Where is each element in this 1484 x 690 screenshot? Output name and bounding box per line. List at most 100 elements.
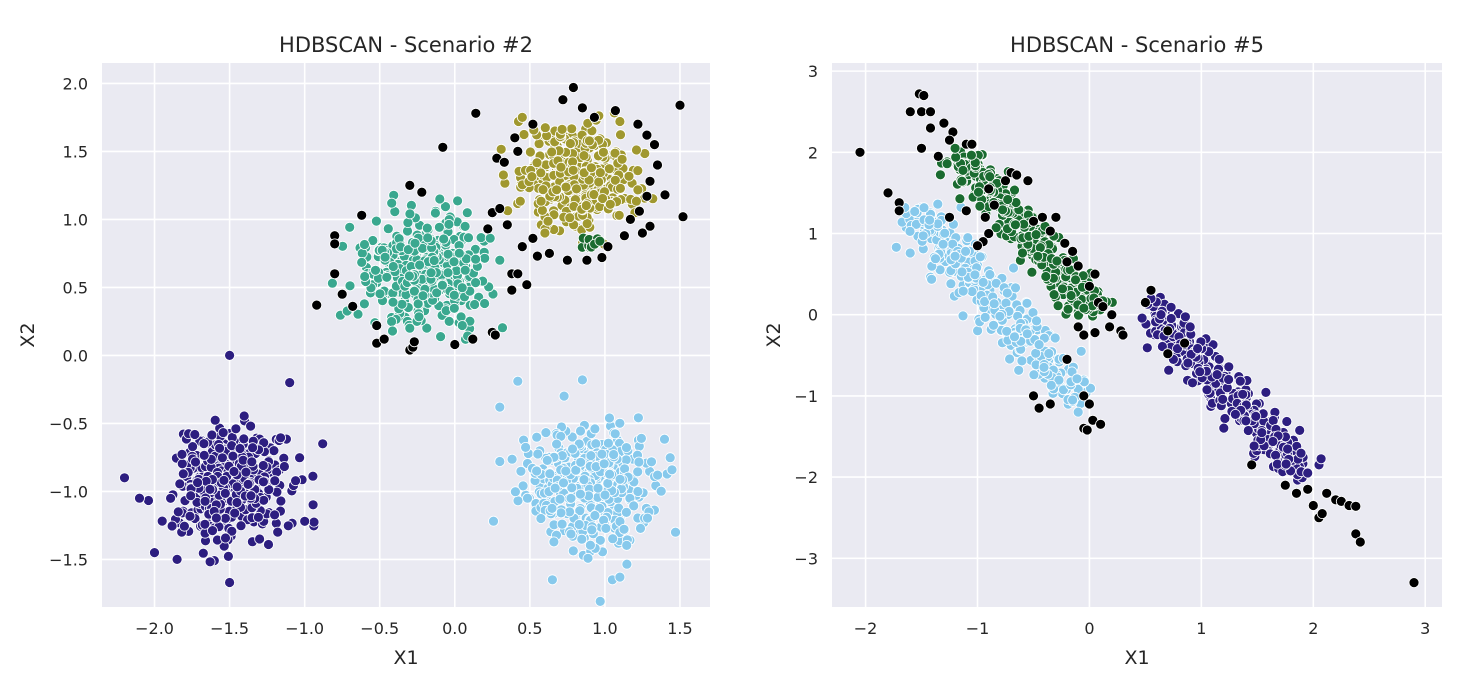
scatter-point bbox=[613, 209, 625, 221]
scatter-point bbox=[608, 449, 619, 460]
scatter-point bbox=[1078, 390, 1090, 402]
scatter-point bbox=[525, 146, 536, 158]
scatter-point bbox=[242, 478, 254, 490]
scatter-point bbox=[916, 106, 927, 118]
scatter-point bbox=[544, 468, 556, 480]
scatter-point bbox=[652, 469, 663, 481]
scatter-point bbox=[556, 518, 568, 530]
scatter-point bbox=[917, 230, 929, 242]
scatter-point bbox=[596, 252, 608, 263]
scatter-point bbox=[1217, 393, 1229, 405]
scatter-point bbox=[581, 218, 593, 230]
scatter-point bbox=[974, 200, 986, 212]
x-tick-label: 1.0 bbox=[592, 619, 617, 638]
scatter-point bbox=[950, 151, 962, 163]
scatter-point bbox=[1240, 415, 1252, 427]
scatter-point bbox=[854, 146, 866, 158]
scatter-point bbox=[641, 129, 653, 141]
scatter-point bbox=[521, 279, 533, 291]
scatter-point bbox=[278, 461, 290, 472]
scatter-point bbox=[646, 456, 657, 468]
scatter-point bbox=[506, 284, 518, 296]
scatter-point bbox=[560, 181, 572, 193]
scatter-point bbox=[1291, 487, 1302, 499]
scatter-point bbox=[531, 431, 543, 443]
scatter-point bbox=[198, 438, 210, 450]
scatter-point bbox=[1165, 313, 1177, 324]
scatter-point bbox=[566, 482, 578, 494]
scatter-point bbox=[575, 425, 586, 437]
scatter-point bbox=[988, 319, 999, 331]
scatter-point bbox=[565, 492, 577, 504]
scatter-point bbox=[590, 438, 602, 450]
x-axis-label-scenario-2: X1 bbox=[393, 647, 418, 669]
y-tick-label: −1.0 bbox=[49, 482, 88, 501]
scatter-point bbox=[438, 233, 450, 245]
scatter-point bbox=[308, 516, 320, 528]
scatter-point bbox=[604, 412, 615, 424]
scatter-point bbox=[516, 241, 528, 253]
chart-title-scenario-2: HDBSCAN - Scenario #2 bbox=[279, 33, 533, 57]
scatter-point bbox=[988, 298, 1000, 310]
scatter-point bbox=[1013, 364, 1025, 376]
scatter-point bbox=[475, 232, 487, 244]
scatter-point bbox=[231, 481, 243, 493]
scatter-point bbox=[598, 458, 610, 470]
scatter-point bbox=[621, 507, 632, 518]
y-tick-label: −3 bbox=[794, 549, 818, 568]
scatter-point bbox=[1165, 301, 1177, 313]
scatter-point bbox=[275, 432, 287, 444]
scatter-point bbox=[1223, 374, 1234, 385]
scatter-point bbox=[1223, 361, 1235, 373]
scatter-point bbox=[584, 135, 595, 147]
scatter-point bbox=[134, 492, 145, 504]
scatter-point bbox=[1408, 577, 1420, 588]
scatter-point bbox=[979, 311, 991, 323]
scatter-point bbox=[554, 493, 566, 505]
scatter-point bbox=[556, 123, 568, 135]
scatter-point bbox=[1136, 312, 1148, 324]
scatter-point bbox=[632, 486, 644, 497]
scatter-point bbox=[532, 448, 544, 460]
scatter-point bbox=[359, 239, 370, 250]
scatter-point bbox=[299, 515, 311, 527]
scatter-point bbox=[527, 118, 539, 130]
scatter-point bbox=[1061, 353, 1073, 365]
scatter-point bbox=[594, 596, 606, 607]
scatter-point bbox=[659, 433, 670, 445]
scatter-point bbox=[526, 171, 538, 183]
scatter-point bbox=[589, 423, 601, 435]
scatter-point bbox=[610, 105, 621, 116]
scatter-point bbox=[983, 228, 995, 239]
x-tick-label: −2.0 bbox=[135, 619, 174, 638]
x-tick-label: 3 bbox=[1420, 619, 1430, 638]
y-axis-label-scenario-2: X2 bbox=[17, 322, 39, 347]
scatter-point bbox=[565, 528, 577, 540]
scatter-point bbox=[1095, 418, 1106, 430]
scatter-point bbox=[506, 453, 518, 465]
scatter-point bbox=[269, 509, 281, 521]
x-tick-label: −2 bbox=[854, 619, 878, 638]
scatter-point bbox=[428, 255, 440, 266]
scatter-point bbox=[659, 189, 671, 201]
scatter-point bbox=[282, 520, 294, 532]
scatter-point bbox=[379, 251, 391, 263]
scatter-point bbox=[614, 473, 626, 485]
y-tick-label: −0.5 bbox=[49, 414, 88, 433]
scatter-point bbox=[941, 158, 953, 170]
y-tick-label: 3 bbox=[808, 62, 818, 81]
scatter-point bbox=[615, 182, 626, 194]
scatter-point bbox=[893, 205, 905, 217]
scatter-point bbox=[575, 456, 587, 468]
scatter-point bbox=[204, 483, 216, 495]
scatter-point bbox=[939, 227, 951, 239]
scatter-point bbox=[636, 432, 647, 444]
scatter-point bbox=[944, 211, 955, 223]
scatter-points-scenario-2 bbox=[119, 82, 689, 607]
scatter-point bbox=[578, 150, 590, 162]
scatter-point bbox=[1048, 289, 1060, 301]
scatter-point bbox=[602, 477, 614, 489]
scatter-point bbox=[516, 112, 528, 123]
scatter-point bbox=[918, 202, 930, 214]
scatter-point bbox=[564, 212, 576, 224]
